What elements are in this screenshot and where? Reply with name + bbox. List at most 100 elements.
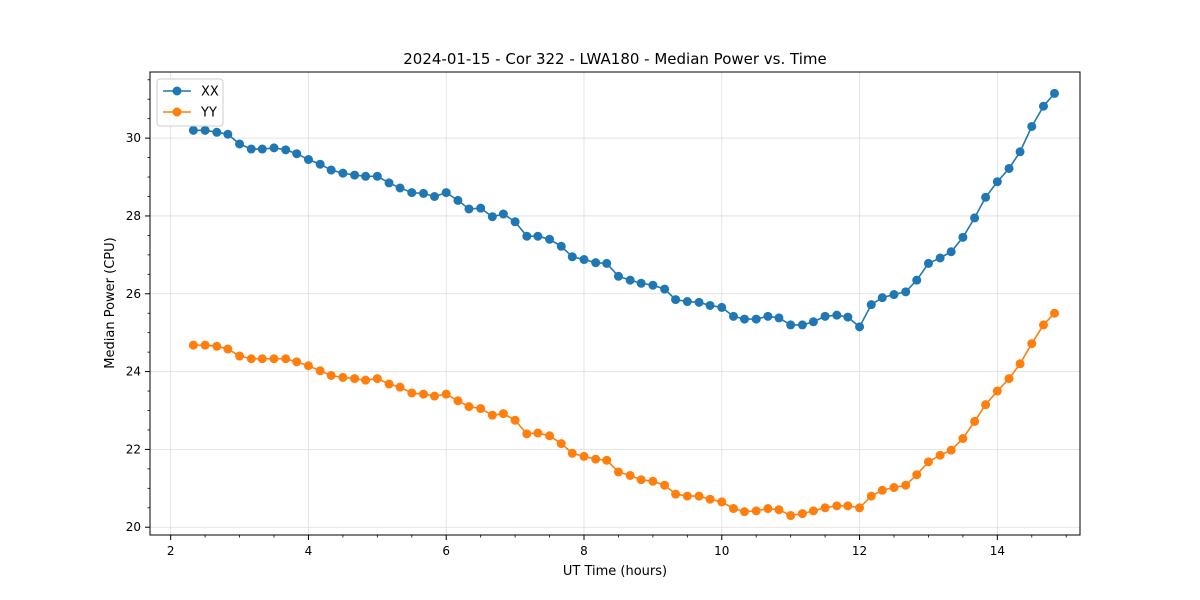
data-point bbox=[1027, 121, 1037, 131]
data-point bbox=[935, 450, 945, 460]
data-point bbox=[740, 314, 750, 324]
data-point bbox=[636, 475, 646, 485]
data-point bbox=[877, 293, 887, 303]
data-point bbox=[613, 467, 623, 477]
data-point bbox=[487, 410, 497, 420]
y-axis-label: Median Power (CPU) bbox=[103, 237, 118, 368]
data-point bbox=[223, 344, 233, 354]
data-point bbox=[464, 204, 474, 214]
data-point bbox=[487, 212, 497, 222]
x-tick-label: 10 bbox=[714, 544, 729, 558]
data-point bbox=[556, 439, 566, 449]
data-point bbox=[992, 386, 1002, 396]
data-point bbox=[281, 145, 291, 155]
data-point bbox=[361, 171, 371, 181]
series-xx bbox=[188, 88, 1060, 332]
data-point bbox=[212, 127, 222, 137]
data-point bbox=[1027, 339, 1037, 349]
data-point bbox=[832, 310, 842, 320]
data-point bbox=[786, 511, 796, 521]
data-point bbox=[705, 300, 715, 310]
data-point bbox=[476, 404, 486, 414]
data-point bbox=[269, 354, 279, 364]
data-point bbox=[763, 504, 773, 514]
data-point bbox=[579, 255, 589, 265]
data-point bbox=[786, 320, 796, 330]
data-point bbox=[981, 400, 991, 410]
data-point bbox=[350, 170, 360, 180]
data-point bbox=[372, 374, 382, 384]
data-point bbox=[418, 389, 428, 399]
data-point bbox=[808, 506, 818, 516]
data-point bbox=[235, 139, 245, 149]
data-point bbox=[797, 320, 807, 330]
data-point bbox=[981, 192, 991, 202]
data-point bbox=[717, 302, 727, 312]
data-point bbox=[257, 354, 267, 364]
data-point bbox=[441, 188, 451, 198]
data-point bbox=[453, 396, 463, 406]
data-point bbox=[820, 311, 830, 321]
series-line bbox=[193, 92, 1056, 329]
data-point bbox=[671, 489, 681, 499]
legend-marker bbox=[172, 86, 182, 96]
data-point bbox=[889, 483, 899, 493]
data-point bbox=[510, 217, 520, 227]
data-point bbox=[774, 505, 784, 515]
data-point bbox=[763, 311, 773, 321]
data-point bbox=[751, 506, 761, 516]
data-point bbox=[970, 213, 980, 223]
data-point bbox=[395, 183, 405, 193]
data-point bbox=[200, 125, 210, 135]
data-point bbox=[901, 480, 911, 490]
data-point bbox=[970, 416, 980, 426]
data-point bbox=[682, 491, 692, 501]
legend-label: YY bbox=[200, 106, 217, 121]
data-point bbox=[556, 241, 566, 251]
data-point bbox=[1004, 374, 1014, 384]
data-point bbox=[855, 503, 865, 513]
x-tick-label: 6 bbox=[442, 544, 450, 558]
data-point bbox=[1015, 147, 1025, 157]
y-tick-label: 28 bbox=[126, 209, 141, 223]
plot-frame bbox=[149, 71, 1081, 536]
data-point bbox=[636, 278, 646, 288]
data-point bbox=[613, 271, 623, 281]
x-tick-label: 12 bbox=[852, 544, 867, 558]
data-point bbox=[648, 280, 658, 290]
data-point bbox=[464, 402, 474, 412]
data-point bbox=[498, 409, 508, 419]
data-point bbox=[338, 168, 348, 178]
y-tick-label: 20 bbox=[126, 520, 141, 534]
data-point bbox=[877, 485, 887, 495]
data-point bbox=[728, 504, 738, 514]
data-point bbox=[660, 284, 670, 294]
data-point bbox=[453, 195, 463, 205]
data-point bbox=[992, 177, 1002, 187]
data-point bbox=[372, 171, 382, 181]
legend: XX YY bbox=[156, 78, 224, 127]
data-point bbox=[843, 312, 853, 322]
data-point bbox=[958, 232, 968, 242]
data-point bbox=[1004, 163, 1014, 173]
data-point bbox=[832, 501, 842, 511]
legend-label: XX bbox=[201, 85, 219, 100]
data-point bbox=[820, 503, 830, 513]
data-point bbox=[602, 258, 612, 268]
data-point bbox=[946, 247, 956, 257]
data-point bbox=[498, 209, 508, 219]
data-point bbox=[545, 234, 555, 244]
data-point bbox=[567, 448, 577, 458]
data-point bbox=[717, 497, 727, 507]
data-point bbox=[625, 275, 635, 285]
data-point bbox=[292, 149, 302, 159]
data-point bbox=[808, 317, 818, 327]
data-point bbox=[591, 454, 601, 464]
legend-entry-xx: XX bbox=[163, 85, 219, 100]
data-point bbox=[533, 231, 543, 241]
data-point bbox=[212, 341, 222, 351]
data-point bbox=[430, 192, 440, 202]
data-point bbox=[292, 357, 302, 367]
